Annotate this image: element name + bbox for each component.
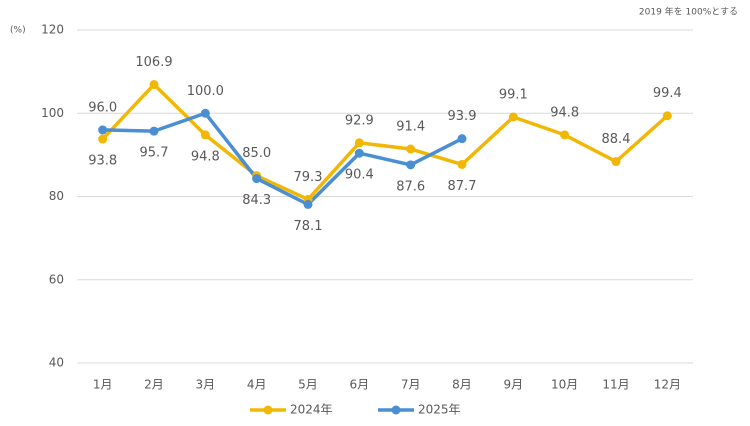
x-tick-label: 10月 (551, 378, 578, 392)
y-axis-unit: (%) (10, 26, 26, 36)
data-label: 79.3 (294, 170, 323, 185)
x-tick-label: 4月 (247, 378, 267, 392)
y-tick-label: 120 (41, 23, 64, 37)
data-label: 88.4 (602, 132, 631, 147)
data-label: 96.0 (88, 100, 117, 115)
data-label: 90.4 (345, 168, 374, 183)
data-label: 92.9 (345, 113, 374, 128)
data-label: 87.7 (448, 179, 477, 194)
data-label: 100.0 (187, 84, 224, 99)
legend-label: 2025年 (418, 403, 461, 417)
data-label: 93.9 (448, 109, 477, 124)
legend-marker (391, 405, 401, 415)
data-label: 95.7 (140, 146, 169, 161)
x-tick-label: 11月 (602, 378, 629, 392)
marker (662, 111, 672, 121)
data-label: 94.8 (191, 149, 220, 164)
data-label: 99.1 (499, 87, 528, 102)
x-tick-label: 8月 (452, 378, 472, 392)
marker (354, 138, 364, 148)
marker (406, 160, 416, 170)
x-tick-label: 3月 (196, 378, 216, 392)
data-label: 93.8 (88, 154, 117, 169)
marker (560, 130, 570, 140)
series-line (101, 82, 669, 202)
marker (406, 144, 416, 154)
x-tick-label: 12月 (654, 378, 681, 392)
x-tick-label: 9月 (504, 378, 524, 392)
marker (303, 199, 313, 209)
marker (200, 108, 210, 118)
legend-label: 2024年 (290, 403, 333, 417)
x-tick-label: 1月 (93, 378, 113, 392)
data-label: 85.0 (242, 146, 271, 161)
marker (200, 130, 210, 140)
marker (508, 112, 518, 122)
data-label: 99.4 (653, 86, 682, 101)
marker (457, 159, 467, 169)
marker (611, 157, 621, 167)
data-label: 78.1 (294, 219, 323, 234)
annotation: 2019 年を 100%とする (639, 6, 738, 18)
data-label: 106.9 (135, 55, 172, 70)
marker (98, 125, 108, 135)
data-label: 94.8 (550, 105, 579, 120)
y-tick-label: 60 (49, 272, 64, 286)
data-label: 84.3 (242, 193, 271, 208)
marker (149, 80, 159, 90)
marker (98, 134, 108, 144)
marker (354, 148, 364, 158)
x-tick-label: 6月 (350, 378, 370, 392)
marker (457, 134, 467, 144)
y-tick-label: 80 (49, 189, 64, 203)
y-tick-label: 40 (49, 356, 64, 370)
marker (252, 174, 262, 184)
marker (149, 126, 159, 136)
data-label: 91.4 (396, 120, 425, 135)
legend-marker (263, 405, 273, 415)
series-line (102, 111, 463, 207)
x-tick-label: 7月 (401, 378, 421, 392)
data-label: 87.6 (396, 179, 425, 194)
x-tick-label: 5月 (298, 378, 318, 392)
x-tick-label: 2月 (144, 378, 164, 392)
y-tick-label: 100 (41, 106, 64, 120)
